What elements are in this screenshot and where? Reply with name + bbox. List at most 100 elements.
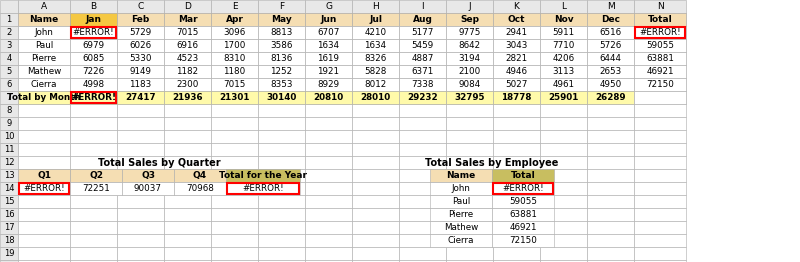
Bar	[258, 78, 305, 91]
Bar	[493, 156, 540, 169]
Bar	[352, 65, 399, 78]
Text: 1252: 1252	[270, 67, 293, 76]
Bar	[587, 221, 634, 234]
Bar	[634, 91, 686, 104]
Bar	[352, 182, 399, 195]
Bar	[399, 104, 446, 117]
Text: 3113: 3113	[552, 67, 574, 76]
Text: #ERROR!: #ERROR!	[71, 93, 116, 102]
Bar	[164, 91, 211, 104]
Bar	[493, 52, 540, 65]
Bar	[587, 117, 634, 130]
Bar	[164, 221, 211, 234]
Text: 26289: 26289	[595, 93, 626, 102]
Bar	[430, 182, 492, 195]
Bar	[305, 130, 352, 143]
Bar	[211, 13, 258, 26]
Bar	[540, 234, 587, 247]
Bar	[540, 195, 587, 208]
Text: Pierre: Pierre	[449, 210, 474, 219]
Bar	[352, 91, 399, 104]
Bar	[352, 195, 399, 208]
Bar	[258, 65, 305, 78]
Text: 30140: 30140	[266, 93, 297, 102]
Text: 9: 9	[6, 119, 12, 128]
Bar	[493, 26, 540, 39]
Bar	[493, 13, 540, 26]
Text: Q1: Q1	[37, 171, 51, 180]
Bar	[634, 13, 686, 26]
Text: 6444: 6444	[599, 54, 622, 63]
Bar	[164, 130, 211, 143]
Bar	[634, 130, 686, 143]
Bar	[634, 182, 686, 195]
Bar	[70, 130, 117, 143]
Bar	[164, 78, 211, 91]
Bar	[70, 39, 117, 52]
Bar	[493, 221, 540, 234]
Bar	[70, 92, 116, 103]
Bar	[164, 117, 211, 130]
Bar	[211, 195, 258, 208]
Bar	[352, 52, 399, 65]
Text: 5177: 5177	[411, 28, 434, 37]
Bar	[305, 39, 352, 52]
Bar	[164, 260, 211, 262]
Text: #ERROR!: #ERROR!	[242, 184, 284, 193]
Text: 59055: 59055	[646, 41, 674, 50]
Text: 1180: 1180	[223, 67, 246, 76]
Bar	[634, 78, 686, 91]
Bar	[352, 104, 399, 117]
Text: N: N	[657, 2, 663, 11]
Bar	[540, 13, 587, 26]
Text: John: John	[34, 28, 54, 37]
Text: 5: 5	[6, 67, 12, 76]
Bar	[492, 221, 554, 234]
Text: 7015: 7015	[176, 28, 198, 37]
Bar	[305, 13, 352, 26]
Bar	[352, 26, 399, 39]
Bar	[587, 78, 634, 91]
Bar	[446, 78, 493, 91]
Text: 28010: 28010	[360, 93, 390, 102]
Text: 3194: 3194	[458, 54, 481, 63]
Bar	[352, 130, 399, 143]
Bar	[305, 104, 352, 117]
Text: Cierra: Cierra	[30, 80, 58, 89]
Bar	[226, 169, 300, 182]
Text: Q3: Q3	[141, 171, 155, 180]
Bar	[352, 91, 399, 104]
Bar	[0, 0, 18, 13]
Bar	[540, 91, 587, 104]
Bar	[540, 52, 587, 65]
Bar	[164, 65, 211, 78]
Bar	[587, 0, 634, 13]
Bar	[122, 182, 174, 195]
Bar	[493, 260, 540, 262]
Bar	[211, 143, 258, 156]
Bar	[352, 143, 399, 156]
Bar	[446, 13, 493, 26]
Bar	[18, 13, 70, 26]
Bar	[399, 65, 446, 78]
Bar	[117, 65, 164, 78]
Bar	[211, 117, 258, 130]
Bar	[117, 52, 164, 65]
Bar	[305, 39, 352, 52]
Bar	[211, 234, 258, 247]
Text: Jun: Jun	[320, 15, 337, 24]
Text: M: M	[606, 2, 614, 11]
Bar	[174, 169, 226, 182]
Bar	[70, 26, 117, 39]
Bar	[352, 247, 399, 260]
Bar	[70, 65, 117, 78]
Bar	[211, 26, 258, 39]
Bar	[0, 39, 18, 52]
Bar	[399, 65, 446, 78]
Text: 5459: 5459	[411, 41, 434, 50]
Text: Jul: Jul	[369, 15, 382, 24]
Bar	[122, 169, 174, 182]
Bar	[540, 26, 587, 39]
Bar	[446, 195, 493, 208]
Text: Total for the Year: Total for the Year	[219, 171, 307, 180]
